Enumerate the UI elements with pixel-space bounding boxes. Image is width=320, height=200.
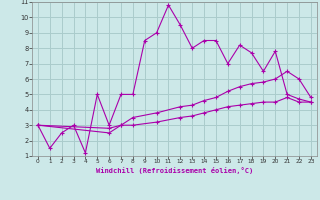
X-axis label: Windchill (Refroidissement éolien,°C): Windchill (Refroidissement éolien,°C) [96,167,253,174]
